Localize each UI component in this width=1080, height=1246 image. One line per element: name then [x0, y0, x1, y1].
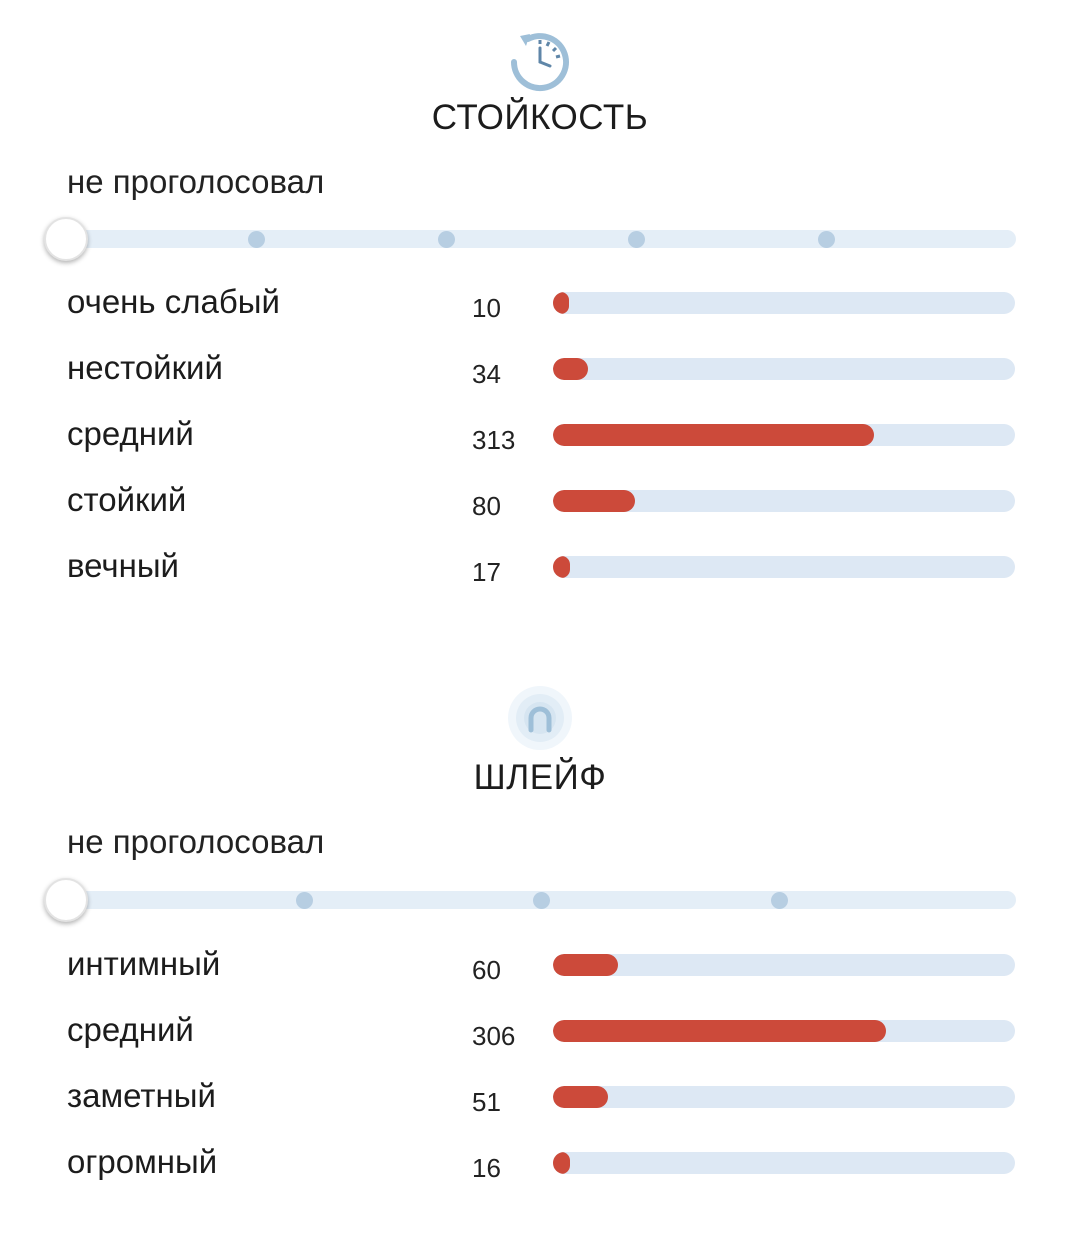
slider-stop[interactable] — [628, 231, 645, 248]
vote-bar-fill — [553, 424, 875, 446]
slider-stop[interactable] — [438, 231, 455, 248]
vote-row-count: 60 — [472, 955, 501, 985]
vote-bar-track — [553, 1020, 1015, 1042]
vote-bar-track — [553, 358, 1015, 380]
vote-row: интимный 60 — [0, 942, 1080, 986]
longevity-rating-slider[interactable] — [44, 214, 1016, 264]
vote-row: средний 306 — [0, 1008, 1080, 1052]
vote-bar-track — [553, 1086, 1015, 1108]
vote-row: нестойкий 34 — [0, 346, 1080, 390]
vote-row-label: интимный — [67, 945, 221, 982]
vote-row-count: 17 — [472, 557, 501, 587]
vote-row: средний 313 — [0, 412, 1080, 456]
vote-row-label: очень слабый — [67, 283, 280, 320]
vote-row-label: нестойкий — [67, 349, 223, 386]
vote-row-label: средний — [67, 415, 194, 452]
vote-bar-fill — [553, 1086, 609, 1108]
slider-stop[interactable] — [248, 231, 265, 248]
vote-row-count: 16 — [472, 1153, 501, 1183]
slider-stop[interactable] — [818, 231, 835, 248]
vote-row-label: средний — [67, 1011, 194, 1048]
sillage-rating-slider[interactable] — [44, 875, 1016, 925]
vote-row-label: огромный — [67, 1143, 218, 1180]
vote-row: стойкий 80 — [0, 478, 1080, 522]
vote-row-count: 313 — [472, 425, 516, 455]
sillage-person-icon — [500, 680, 580, 760]
section-title: ШЛЕЙФ — [473, 758, 607, 797]
vote-row-count: 306 — [472, 1021, 516, 1051]
vote-bar-fill — [553, 1152, 571, 1174]
vote-row: очень слабый 10 — [0, 280, 1080, 324]
slider-thumb[interactable] — [44, 217, 88, 261]
vote-status: не проголосовал — [67, 163, 325, 200]
vote-row: огромный 16 — [0, 1140, 1080, 1184]
vote-row-label: вечный — [67, 547, 179, 584]
vote-bar-track — [553, 954, 1015, 976]
vote-row-count: 10 — [472, 293, 501, 323]
vote-bar-track — [553, 490, 1015, 512]
stopwatch-icon — [500, 22, 580, 102]
vote-bar-track — [553, 292, 1015, 314]
vote-row: заметный 51 — [0, 1074, 1080, 1118]
vote-bar-track — [553, 424, 1015, 446]
vote-bar-fill — [553, 358, 588, 380]
vote-bar-fill — [553, 556, 571, 578]
vote-row: вечный 17 — [0, 544, 1080, 588]
vote-status: не проголосовал — [67, 823, 325, 860]
slider-stop[interactable] — [295, 892, 313, 909]
slider-stop[interactable] — [770, 892, 788, 909]
vote-bar-track — [553, 1152, 1015, 1174]
slider-thumb[interactable] — [44, 878, 88, 922]
vote-bar-fill — [553, 490, 636, 512]
vote-row-count: 34 — [472, 359, 501, 389]
vote-row-label: заметный — [67, 1077, 216, 1114]
vote-bar-fill — [553, 1020, 886, 1042]
section-title: СТОЙКОСТЬ — [431, 98, 649, 137]
vote-row-label: стойкий — [67, 481, 187, 518]
vote-bar-track — [553, 556, 1015, 578]
slider-track[interactable] — [66, 230, 1016, 248]
vote-row-count: 51 — [472, 1087, 501, 1117]
vote-row-count: 80 — [472, 491, 501, 521]
vote-bar-fill — [553, 954, 619, 976]
vote-bar-fill — [553, 292, 569, 314]
slider-stop[interactable] — [533, 892, 550, 909]
